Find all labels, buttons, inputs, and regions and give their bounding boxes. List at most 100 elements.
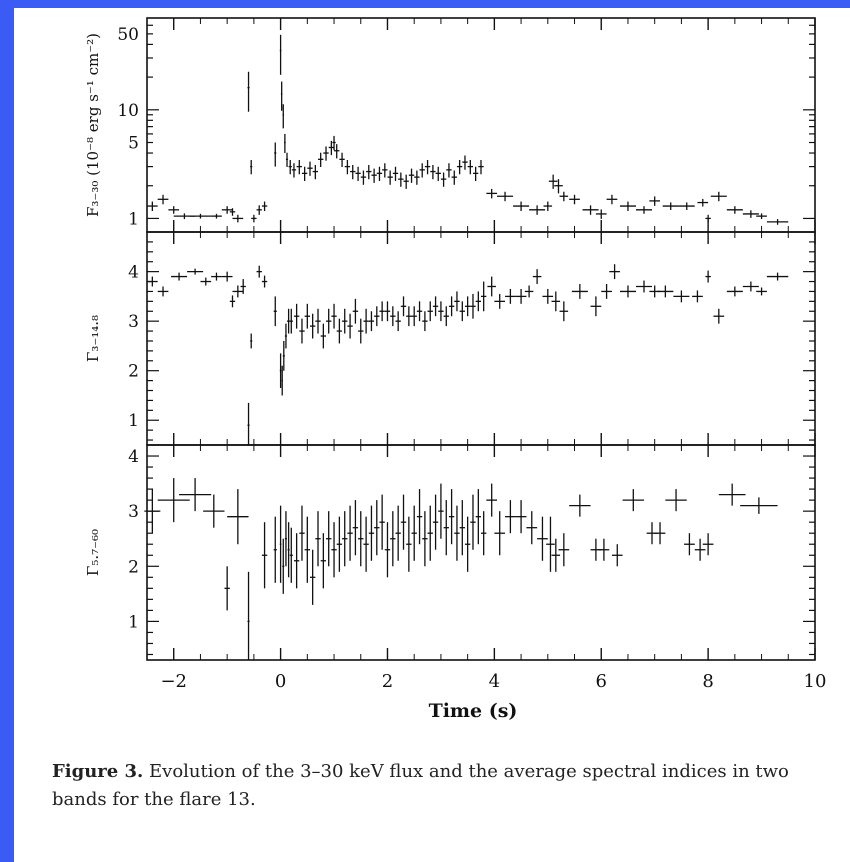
data-point <box>569 194 580 205</box>
data-point <box>443 500 449 556</box>
data-point <box>289 308 293 334</box>
top-frame-border <box>0 0 850 8</box>
data-point <box>435 166 441 182</box>
data-point <box>368 505 375 561</box>
y-tick-label: 1 <box>128 209 139 229</box>
data-point <box>296 160 302 175</box>
caption-text: Evolution of the 3–30 keV flux and the a… <box>52 761 789 810</box>
data-point <box>419 163 425 178</box>
data-point <box>590 296 602 317</box>
data-point <box>287 522 290 578</box>
data-point <box>203 494 225 528</box>
data-point <box>414 170 420 185</box>
data-point <box>432 494 439 550</box>
data-point <box>515 288 527 304</box>
data-point <box>467 160 473 175</box>
data-point <box>387 170 393 185</box>
data-point <box>342 308 348 334</box>
data-point <box>273 296 277 327</box>
data-point <box>478 160 484 175</box>
data-point <box>464 296 471 317</box>
data-point <box>448 296 455 317</box>
data-point <box>289 527 293 583</box>
data-point <box>705 214 711 223</box>
data-point <box>284 323 288 349</box>
data-point <box>611 544 623 567</box>
data-point <box>400 494 407 550</box>
data-point <box>448 489 455 545</box>
data-point <box>315 511 321 567</box>
panel-frame <box>146 444 816 661</box>
data-point <box>232 214 244 223</box>
data-point <box>513 201 530 212</box>
data-point <box>200 277 212 286</box>
data-point <box>742 210 759 218</box>
data-point <box>400 296 407 317</box>
data-point <box>459 500 465 556</box>
data-point <box>692 290 703 303</box>
x-axis-label: Time (s) <box>429 700 518 722</box>
data-point <box>532 269 542 285</box>
y-tick-label: 2 <box>128 362 139 382</box>
data-point <box>285 152 289 167</box>
data-point <box>360 170 367 185</box>
y-tick-label: 3 <box>128 502 139 522</box>
data-point <box>273 516 277 583</box>
data-point <box>331 303 337 329</box>
data-point <box>622 489 644 512</box>
data-point <box>247 71 250 112</box>
data-point <box>694 538 706 561</box>
data-point <box>702 533 714 556</box>
data-point <box>144 489 161 534</box>
data-point <box>446 163 452 178</box>
data-point <box>358 318 364 344</box>
data-point <box>582 205 599 215</box>
figure-caption: Figure 3. Evolution of the 3–30 keV flux… <box>52 758 842 814</box>
data-point <box>284 511 288 567</box>
data-point <box>358 511 364 567</box>
data-point <box>619 285 636 298</box>
data-point <box>487 276 496 297</box>
data-point <box>315 308 321 334</box>
data-point <box>459 301 465 322</box>
data-point <box>408 168 415 183</box>
data-point <box>559 191 569 202</box>
data-point <box>395 505 401 561</box>
y-tick-label: 1 <box>128 411 139 431</box>
data-point <box>291 163 297 178</box>
data-point <box>347 313 353 339</box>
data-point <box>472 166 479 182</box>
data-point <box>304 516 310 583</box>
panel-gamma_5.7_60: 1 2 3 4 Γ₅.₇₋₆₀ −2 0 2 4 6 8 10 Time (s) <box>84 444 826 722</box>
x-tick-label: 4 <box>489 671 500 692</box>
panel-frame <box>146 17 816 233</box>
data-point <box>227 489 249 545</box>
data-point <box>336 516 343 572</box>
data-point <box>293 303 300 329</box>
data-point <box>505 288 516 304</box>
data-point <box>548 174 558 189</box>
data-point <box>657 285 674 298</box>
x-tick-label: 0 <box>275 671 286 692</box>
y-tick-label: 3 <box>128 312 139 332</box>
data-point <box>411 306 417 327</box>
data-point <box>486 483 498 517</box>
data-point <box>282 104 285 129</box>
data-point <box>569 494 591 517</box>
data-point <box>395 311 401 332</box>
data-point <box>229 295 236 308</box>
data-point <box>279 505 282 583</box>
data-point <box>374 500 380 556</box>
data-point <box>601 284 612 299</box>
data-point <box>157 286 169 297</box>
y-tick-label: 1 <box>128 612 139 632</box>
data-point <box>326 308 332 334</box>
data-point <box>406 516 412 572</box>
data-point <box>384 522 391 578</box>
data-point <box>475 489 481 545</box>
data-point <box>250 160 253 175</box>
data-point <box>451 170 457 185</box>
data-point <box>274 142 277 167</box>
data-point <box>307 161 313 176</box>
data-point <box>551 291 561 312</box>
